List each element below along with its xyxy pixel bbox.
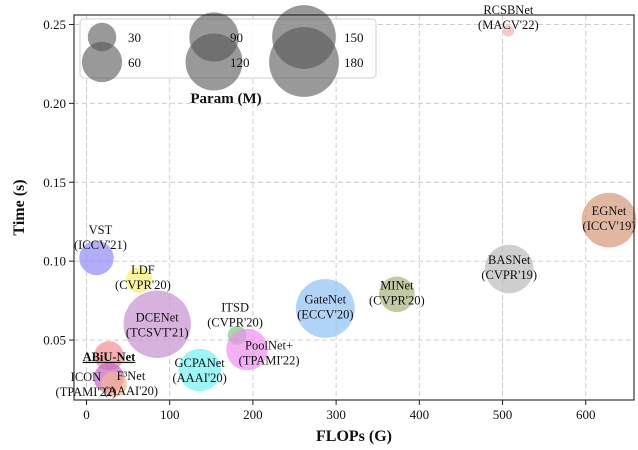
point-label-icon: ICON [71, 370, 102, 384]
bubble-f-net [100, 371, 127, 398]
y-tick-label: 0.10 [43, 254, 66, 269]
y-axis-title: Time (s) [11, 179, 28, 235]
x-tick-label: 0 [83, 407, 90, 422]
point-label-minet: MINet [380, 278, 414, 292]
point-label-ldf: (CVPR'20) [115, 278, 171, 292]
point-label-f-net: (AAAI'20) [104, 384, 158, 398]
point-label-vst: VST [89, 223, 113, 237]
point-label-basnet: BASNet [488, 253, 531, 267]
point-label-dcenet: DCENet [136, 310, 180, 324]
bubble-poolnet- [226, 328, 268, 371]
axes: 0 100 200 300 400 500 600 0.05 0.10 0.15 0.20 0.25 [43, 17, 595, 422]
point-label-vst: (ICCV'21) [74, 238, 127, 252]
point-label-gatenet: (ECCV'20) [297, 307, 353, 321]
point-label-egnet: EGNet [592, 204, 627, 218]
y-tick-label: 0.15 [43, 175, 66, 190]
legend-label-150: 150 [344, 30, 364, 45]
x-tick-label: 500 [493, 407, 513, 422]
plot-frame [73, 14, 635, 401]
point-label-basnet: (CVPR'19) [481, 268, 537, 282]
x-axis-title: FLOPs (G) [316, 428, 392, 445]
bubble-ldf [125, 267, 152, 294]
point-label-icon: (TPAMI'22) [56, 385, 117, 399]
x-tick-label: 300 [326, 407, 346, 422]
bubble-egnet [581, 192, 637, 248]
bubble-minet [379, 276, 415, 313]
bubble-series [79, 24, 637, 398]
point-label-dcenet: (TCSVT'21) [126, 325, 189, 339]
point-label-f-net: F³Net [117, 369, 146, 383]
point-label-itsd: (CVPR'20) [207, 315, 263, 329]
point-label-rcsbnet: RCSBNet [483, 3, 534, 17]
legend-bubble-60 [81, 41, 123, 83]
point-label-rcsbnet: (MACV'22) [478, 18, 539, 32]
point-label-gcpanet: GCPANet [175, 356, 226, 370]
point-label-abiu-net: ABiU-Net [83, 350, 137, 364]
x-tick-label: 600 [576, 407, 596, 422]
legend-label-180: 180 [344, 55, 364, 70]
legend-bubble-120 [185, 33, 243, 91]
x-tick-label: 200 [243, 407, 263, 422]
point-label-poolnet-: PoolNet+ [245, 339, 293, 353]
bubble-basnet [484, 244, 534, 294]
point-label-itsd: ITSD [221, 300, 249, 314]
point-label-minet: (CVPR'20) [369, 293, 425, 307]
y-tick-label: 0.20 [43, 96, 66, 111]
y-tick-label: 0.05 [43, 333, 66, 348]
legend-label-120: 120 [230, 55, 250, 70]
legend-label-60: 60 [128, 55, 141, 70]
bubble-dcenet [123, 290, 191, 358]
bubble-gcpanet [178, 348, 221, 392]
legend-bubble-180 [269, 27, 339, 97]
bubble-gatenet [295, 279, 355, 338]
point-label-gatenet: GateNet [304, 292, 346, 306]
y-tick-label: 0.25 [43, 17, 66, 32]
legend-title: Param (M) [190, 91, 261, 107]
x-tick-label: 400 [410, 407, 430, 422]
point-label-ldf: LDF [131, 263, 155, 277]
bubble-vst [79, 240, 114, 276]
x-tick-label: 100 [160, 407, 180, 422]
bubble-rcsbnet [502, 24, 515, 37]
point-label-egnet: (ICCV'19) [583, 219, 636, 233]
point-label-gcpanet: (AAAI'20) [172, 371, 226, 385]
point-label-poolnet-: (TPAMI'22) [239, 354, 300, 368]
point-labels: RCSBNet(MACV'22)EGNet(ICCV'19)BASNet(CVP… [56, 3, 636, 399]
bubble-abiu-net [94, 341, 124, 371]
legend-label-30: 30 [128, 30, 141, 45]
